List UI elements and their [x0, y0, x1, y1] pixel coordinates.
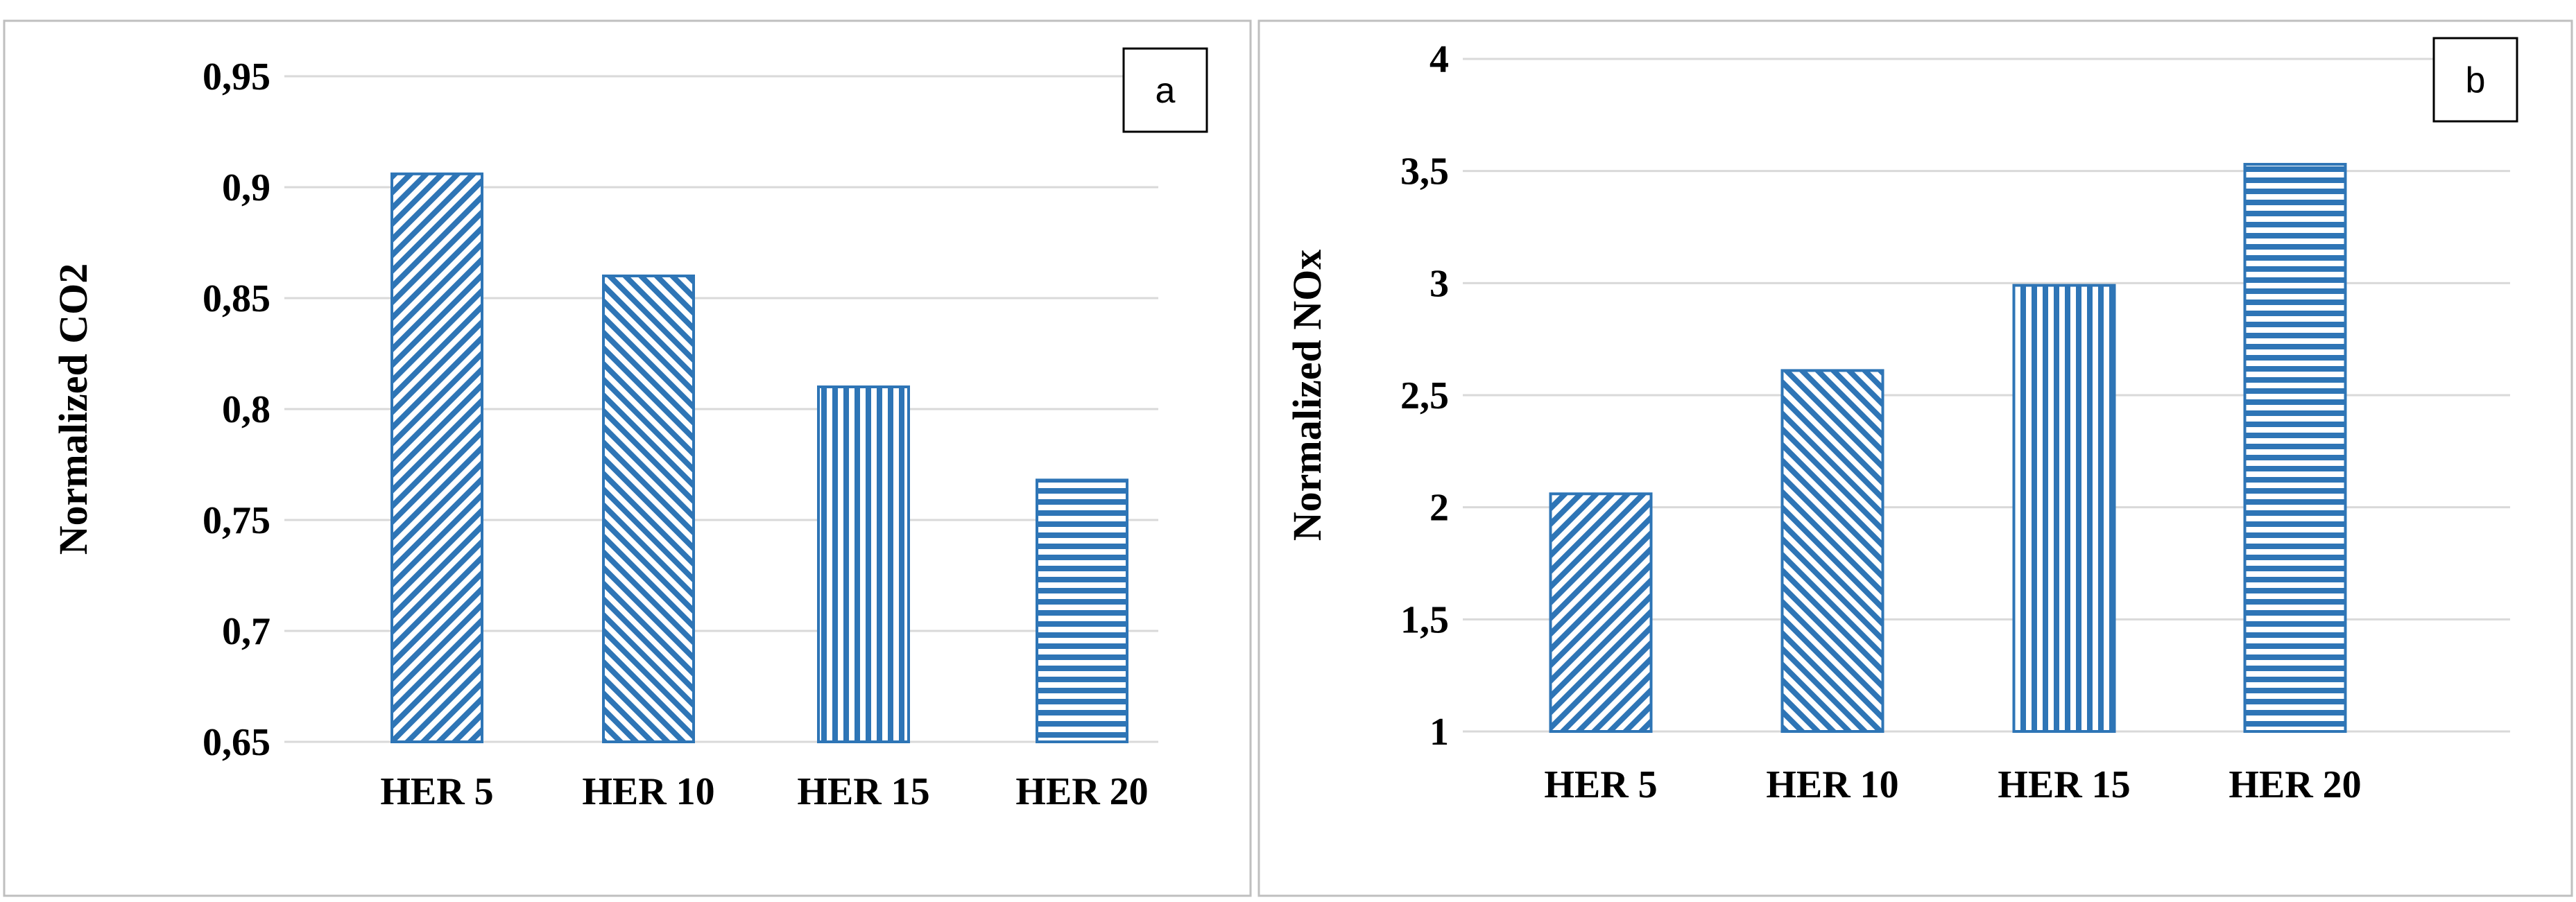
- x-tick-label: HER 20: [2229, 763, 2361, 806]
- bar-her-5: [390, 172, 483, 744]
- panel-label: a: [1156, 71, 1176, 111]
- y-tick-label: 0,7: [222, 610, 271, 653]
- y-tick-label: 3: [1429, 262, 1449, 305]
- chart-panel-b: 1 1,5 2 2,5 3 3,5 4 HER 5 HER 10 HER 15 HER 20 Norm…: [1255, 0, 2576, 902]
- y-tick-label: 4: [1429, 38, 1449, 81]
- x-tick-label: HER 15: [797, 770, 929, 813]
- bar-her-10: [602, 275, 695, 743]
- chart-b-svg: 1 1,5 2 2,5 3 3,5 4 HER 5 HER 10 HER 15 HER 20 Norm…: [1257, 19, 2573, 897]
- x-tick-label: HER 20: [1015, 770, 1148, 813]
- bar-her-20: [1036, 478, 1128, 744]
- chart-a-svg: 0,65 0,7 0,75 0,8 0,85 0,9 0,95 HER 5 HER 10 HER …: [3, 19, 1252, 897]
- y-axis-title: Normalized NOx: [1285, 250, 1330, 541]
- x-tick-label: HER 5: [1544, 763, 1657, 806]
- bar-her-5: [1549, 492, 1653, 733]
- chart-frame: [3, 19, 1252, 897]
- bar-her-10: [1780, 369, 1884, 733]
- bar-her-20: [2243, 162, 2347, 733]
- y-tick-label: 1: [1429, 711, 1449, 754]
- panel-label: b: [2466, 60, 2486, 101]
- y-tick-label: 0,65: [203, 721, 271, 764]
- bar-her-15: [2012, 284, 2116, 734]
- x-tick-label: HER 10: [1766, 763, 1898, 806]
- panel-label-box: [1122, 47, 1208, 133]
- y-tick-label: 0,95: [203, 55, 271, 98]
- y-axis-title: Normalized CO2: [51, 263, 96, 555]
- y-tick-label: 0,8: [222, 388, 271, 431]
- y-tick-label: 0,9: [222, 166, 271, 209]
- y-tick-label: 0,85: [203, 277, 271, 320]
- y-tick-label: 1,5: [1400, 598, 1449, 641]
- chart-frame: [1257, 19, 2573, 897]
- y-tick-label: 3,5: [1400, 150, 1449, 193]
- x-tick-label: HER 15: [1998, 763, 2130, 806]
- y-tick-label: 2: [1429, 487, 1449, 530]
- y-tick-label: 2,5: [1400, 374, 1449, 417]
- x-tick-label: HER 5: [380, 770, 493, 813]
- panel-label-box: [2432, 37, 2518, 123]
- chart-panel-a: 0,65 0,7 0,75 0,8 0,85 0,9 0,95 HER 5 HER 10 HER …: [0, 0, 1255, 902]
- x-tick-label: HER 10: [582, 770, 714, 813]
- y-tick-label: 0,75: [203, 499, 271, 542]
- bar-her-15: [817, 385, 910, 743]
